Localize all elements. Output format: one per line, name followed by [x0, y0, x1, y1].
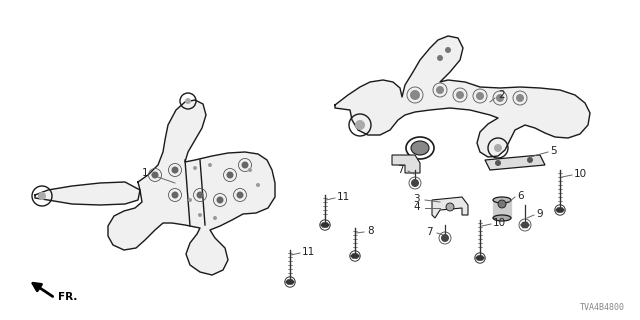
- Text: TVA4B4800: TVA4B4800: [580, 303, 625, 312]
- Polygon shape: [321, 223, 329, 227]
- Circle shape: [216, 196, 223, 204]
- Polygon shape: [35, 182, 140, 205]
- Circle shape: [498, 200, 506, 208]
- Polygon shape: [335, 36, 590, 157]
- Polygon shape: [392, 155, 420, 173]
- Text: 11: 11: [302, 247, 316, 257]
- Circle shape: [196, 191, 204, 198]
- Circle shape: [172, 191, 179, 198]
- Polygon shape: [556, 208, 564, 212]
- Circle shape: [437, 55, 443, 61]
- Text: 10: 10: [493, 218, 506, 228]
- Circle shape: [208, 163, 212, 167]
- Text: 8: 8: [367, 226, 374, 236]
- Circle shape: [527, 157, 533, 163]
- Circle shape: [227, 172, 234, 179]
- Circle shape: [495, 160, 501, 166]
- Circle shape: [411, 179, 419, 187]
- Circle shape: [355, 120, 365, 130]
- Text: 3: 3: [413, 194, 420, 204]
- Polygon shape: [432, 197, 468, 218]
- Circle shape: [188, 198, 192, 202]
- Circle shape: [410, 90, 420, 100]
- Text: 2: 2: [498, 90, 504, 100]
- Text: 7: 7: [397, 165, 404, 175]
- Text: 11: 11: [337, 192, 350, 202]
- Polygon shape: [351, 254, 359, 258]
- Circle shape: [256, 183, 260, 187]
- Circle shape: [237, 191, 243, 198]
- Ellipse shape: [411, 141, 429, 155]
- Text: 6: 6: [517, 191, 524, 201]
- Circle shape: [456, 91, 464, 99]
- Circle shape: [496, 94, 504, 102]
- Text: FR.: FR.: [58, 292, 77, 302]
- Circle shape: [213, 216, 217, 220]
- Polygon shape: [476, 256, 484, 260]
- Circle shape: [172, 166, 179, 173]
- Circle shape: [441, 234, 449, 242]
- Circle shape: [436, 86, 444, 94]
- Ellipse shape: [493, 215, 511, 221]
- Circle shape: [38, 192, 46, 200]
- Circle shape: [446, 203, 454, 211]
- Ellipse shape: [493, 197, 511, 203]
- Polygon shape: [521, 222, 529, 228]
- Text: 1: 1: [141, 168, 148, 178]
- Text: 9: 9: [536, 209, 543, 219]
- Text: 10: 10: [574, 169, 587, 179]
- Polygon shape: [108, 100, 275, 275]
- Bar: [493, 200, 511, 218]
- Polygon shape: [286, 280, 294, 284]
- Text: 5: 5: [550, 146, 557, 156]
- Circle shape: [248, 168, 252, 172]
- Circle shape: [152, 172, 159, 179]
- Circle shape: [494, 144, 502, 152]
- Text: 4: 4: [413, 202, 420, 212]
- Circle shape: [476, 92, 484, 100]
- Circle shape: [516, 94, 524, 102]
- Polygon shape: [485, 155, 545, 170]
- Text: 7: 7: [426, 227, 433, 237]
- Circle shape: [193, 166, 197, 170]
- Circle shape: [445, 47, 451, 53]
- Circle shape: [241, 162, 248, 169]
- Circle shape: [198, 213, 202, 217]
- Circle shape: [185, 98, 191, 104]
